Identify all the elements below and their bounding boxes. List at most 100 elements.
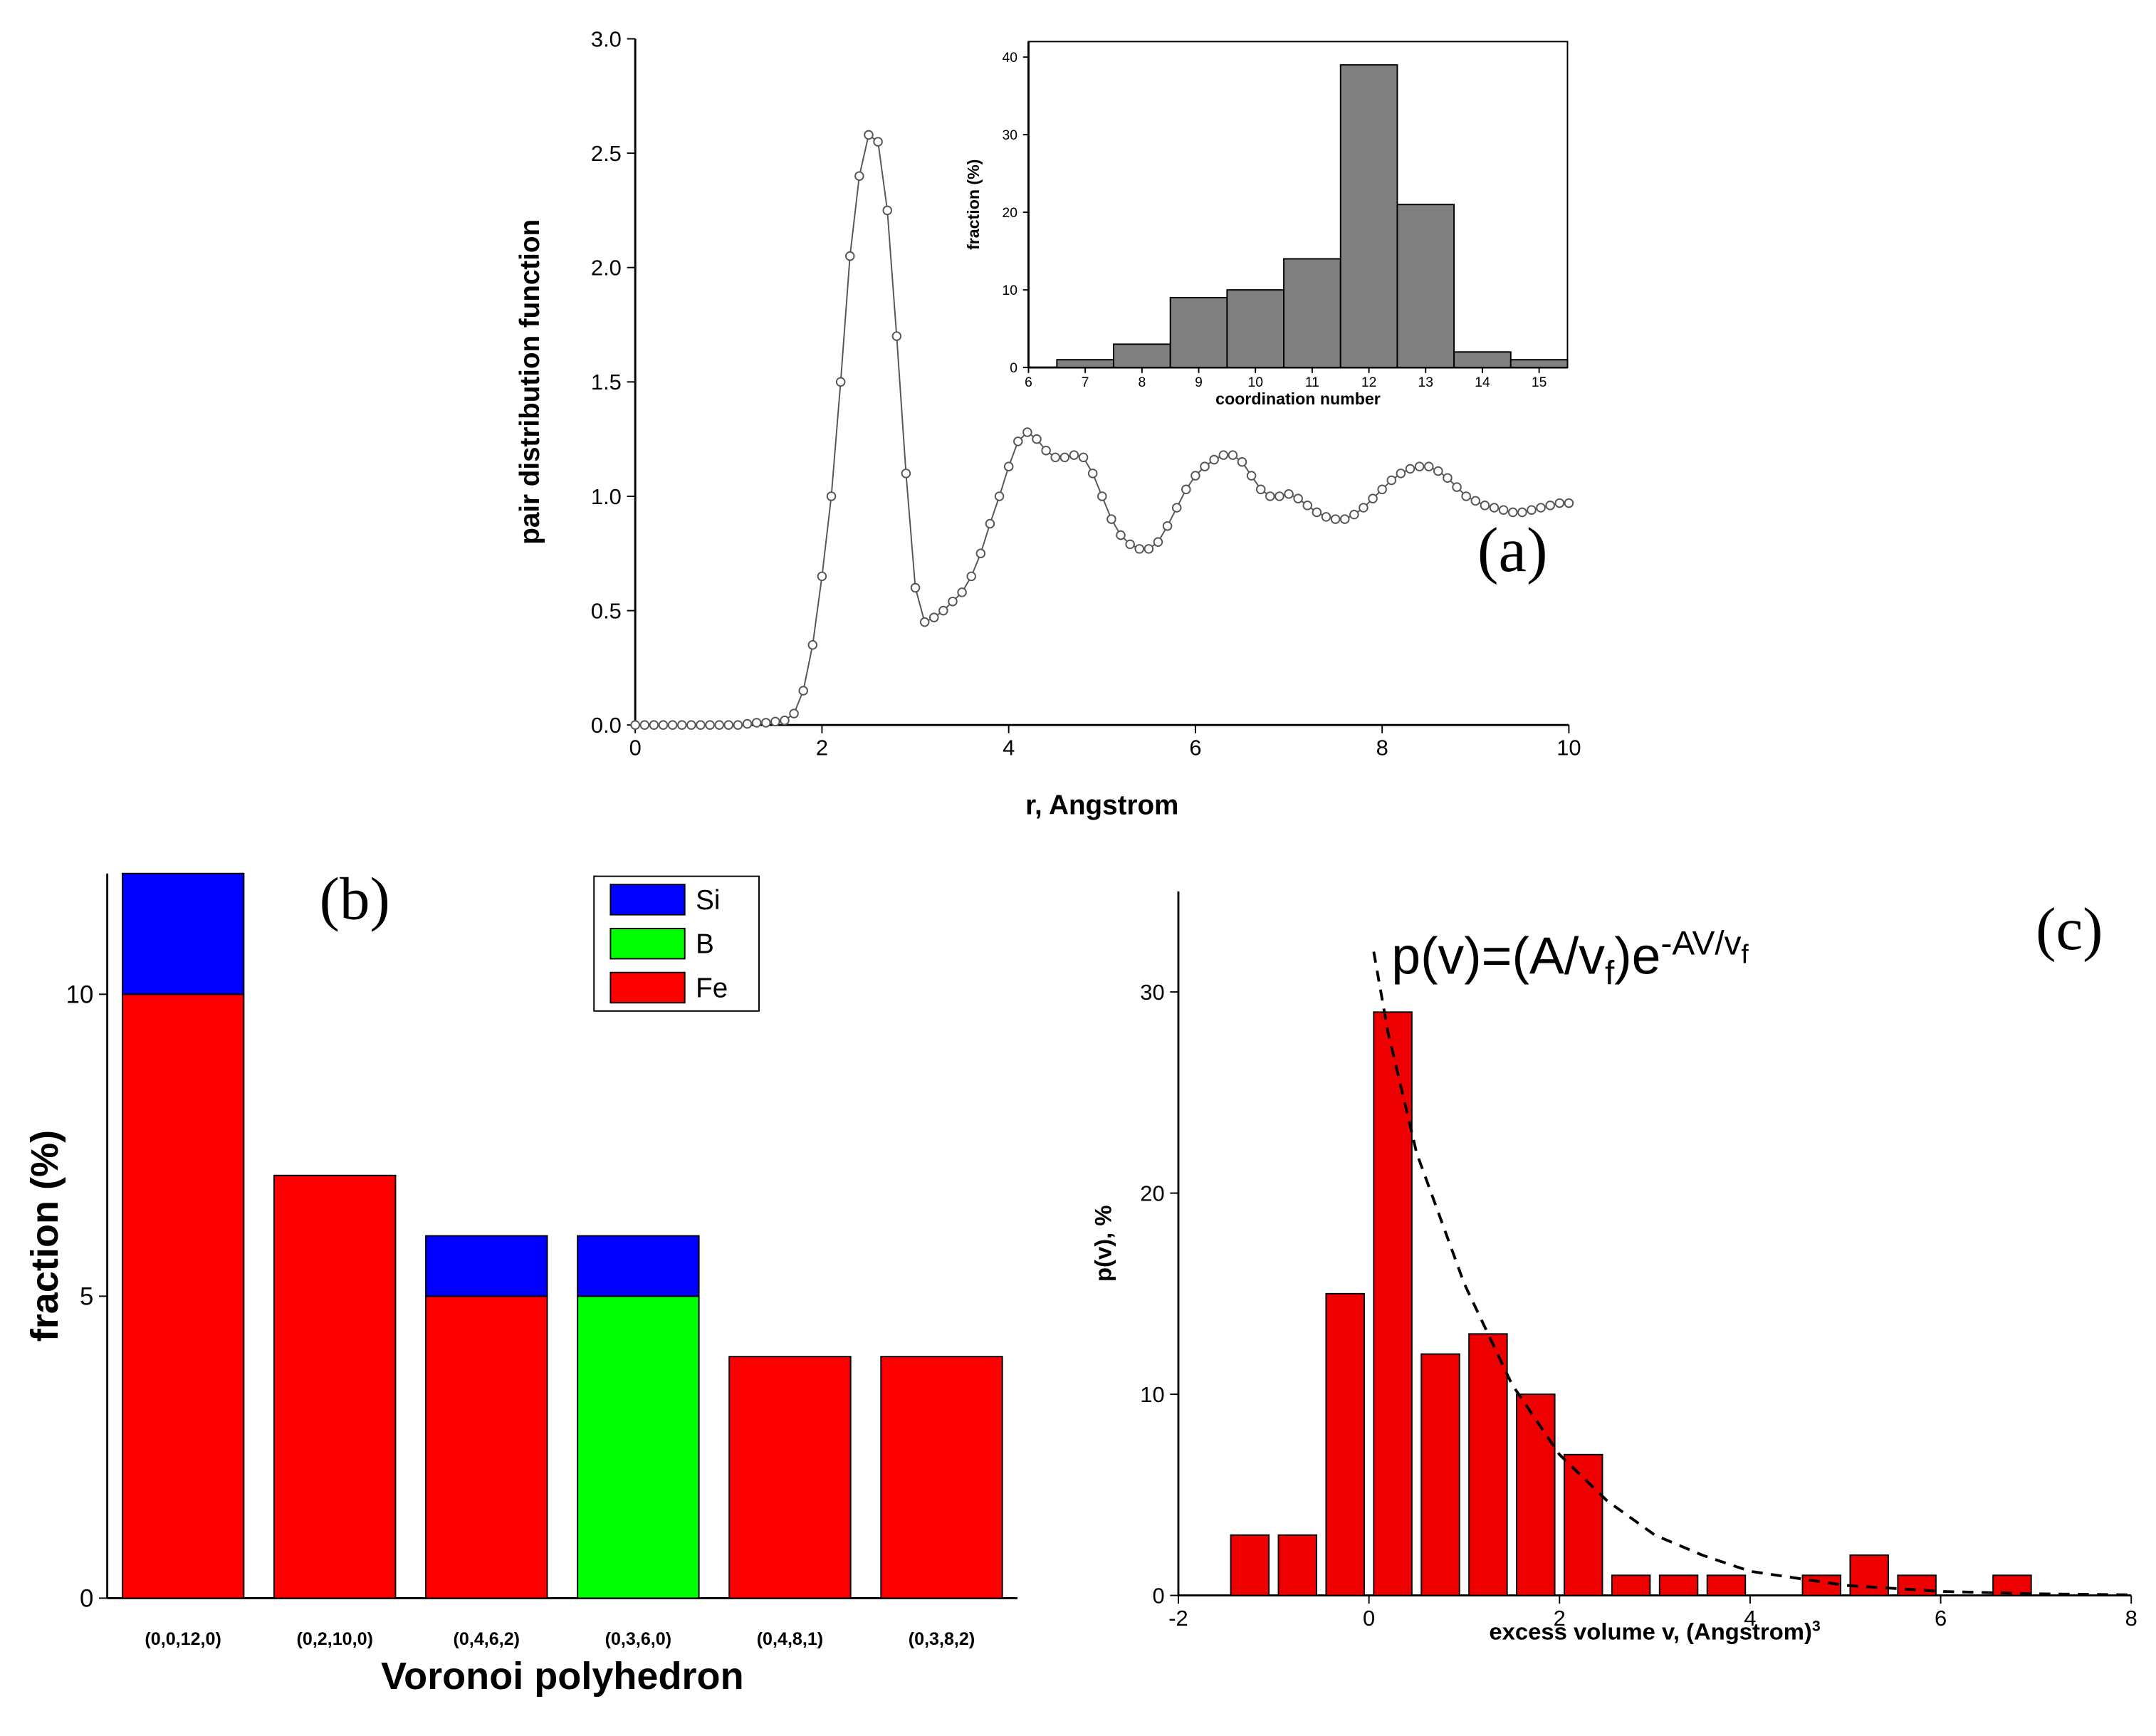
pdf-point [798,686,808,696]
legend-swatch [609,928,686,960]
pdf-point [1284,488,1294,499]
y-tick-label: 5 [80,1284,93,1311]
x-axis-label: excess volume v, (Angstrom)3 [1489,1617,1820,1644]
x-axis-label: Voronoi polyhedron [381,1655,744,1698]
bar [1373,1011,1413,1596]
pdf-point [658,720,669,730]
equation-part: p(v)=(A/v [1391,927,1605,985]
fit-curve [1372,951,2132,1596]
x-tick-label: 14 [1475,375,1490,390]
x-tick-label: 15 [1532,375,1547,390]
pdf-point [1041,445,1051,456]
pdf-point [1554,498,1565,508]
legend-label: Fe [696,973,728,1004]
pdf-point [1302,501,1313,511]
pdf-point [1153,537,1163,547]
pdf-point [835,377,846,387]
y-tick-label: 30 [1140,980,1164,1005]
bar [1801,1574,1842,1596]
pdf-point [1396,469,1406,479]
pdf-point [1312,507,1322,518]
x-tick-label: 8 [1376,736,1388,760]
pdf-point [696,720,706,730]
pdf-point [1536,503,1546,513]
bar [1325,1292,1365,1596]
equation-part: f [1742,939,1749,968]
pdf-point [1461,491,1471,501]
panel-label: (b) [320,865,390,932]
pdf-point [1134,544,1145,554]
histogram-bar [1056,359,1114,369]
pdf-point [1200,461,1210,471]
bar [1658,1574,1699,1596]
y-tick-label: 0 [1010,361,1017,376]
y-tick-label: 20 [1140,1181,1164,1206]
pdf-point [1564,498,1574,508]
x-tick-label: (0,3,6,0) [605,1629,671,1649]
y-axis-label: fraction (%) [964,160,983,250]
bar [1897,1574,1937,1596]
pdf-point [760,718,771,728]
x-tick-label: 11 [1305,375,1319,390]
pdf-point [826,491,837,501]
bar [1992,1574,2032,1596]
pdf-point [966,571,976,582]
pdf-point [1507,507,1518,518]
pdf-point [1190,471,1200,481]
pdf-point [686,720,696,730]
pdf-point [1228,450,1238,460]
x-axis-label: r, Angstrom [1025,790,1178,821]
histogram-bar [1339,64,1398,369]
y-tick-label: 1.0 [591,484,622,509]
pdf-point [630,720,640,730]
x-tick-label: 0 [629,736,642,760]
bar [1564,1453,1603,1596]
pdf-point [1293,493,1303,503]
y-tick-label: 0.5 [591,598,622,623]
x-tick-label: 8 [2125,1606,2137,1631]
pdf-point [1443,473,1453,483]
bar-segment [577,1295,700,1599]
bar-segment [577,1235,700,1297]
bar-segment [880,1356,1003,1599]
pdf-point [1339,514,1350,524]
bar [1706,1574,1747,1596]
x-tick-label: 10 [1556,736,1581,760]
x-tick-label: (0,4,8,1) [757,1629,823,1649]
pdf-point [1116,530,1126,540]
bar [1230,1534,1270,1596]
x-axis-label-text: coordination number [1215,389,1381,408]
pdf-point [751,718,762,728]
x-tick-label: 2 [816,736,828,760]
x-tick-label: 12 [1361,375,1376,390]
y-tick-label: 0 [80,1586,93,1613]
bar-segment [273,1174,397,1599]
histogram-bar [1226,289,1285,369]
pdf-point [807,639,818,650]
x-tick-label: 0 [1363,1606,1375,1631]
pdf-point [770,716,780,727]
pdf-point [1527,505,1537,515]
pdf-point [1368,493,1378,503]
pdf-point [1414,461,1425,471]
pdf-point [733,720,743,730]
pdf-point [1218,450,1229,460]
pdf-point [667,720,678,730]
bar [1611,1574,1651,1596]
x-tick-label: (0,4,6,2) [454,1629,520,1649]
pdf-point [1087,469,1098,479]
histogram-bar [1509,359,1569,369]
pdf-point [873,137,883,147]
histogram-bar [1169,297,1228,369]
pdf-point [854,171,864,182]
pdf-point [639,720,650,730]
y-tick-label: 0.0 [591,713,622,738]
pdf-point [649,720,659,730]
pdf-point [1032,434,1042,444]
histogram-bar [1283,258,1341,369]
equation-part: )e [1614,927,1660,985]
pdf-point [864,130,874,140]
pdf-point [1386,475,1397,486]
